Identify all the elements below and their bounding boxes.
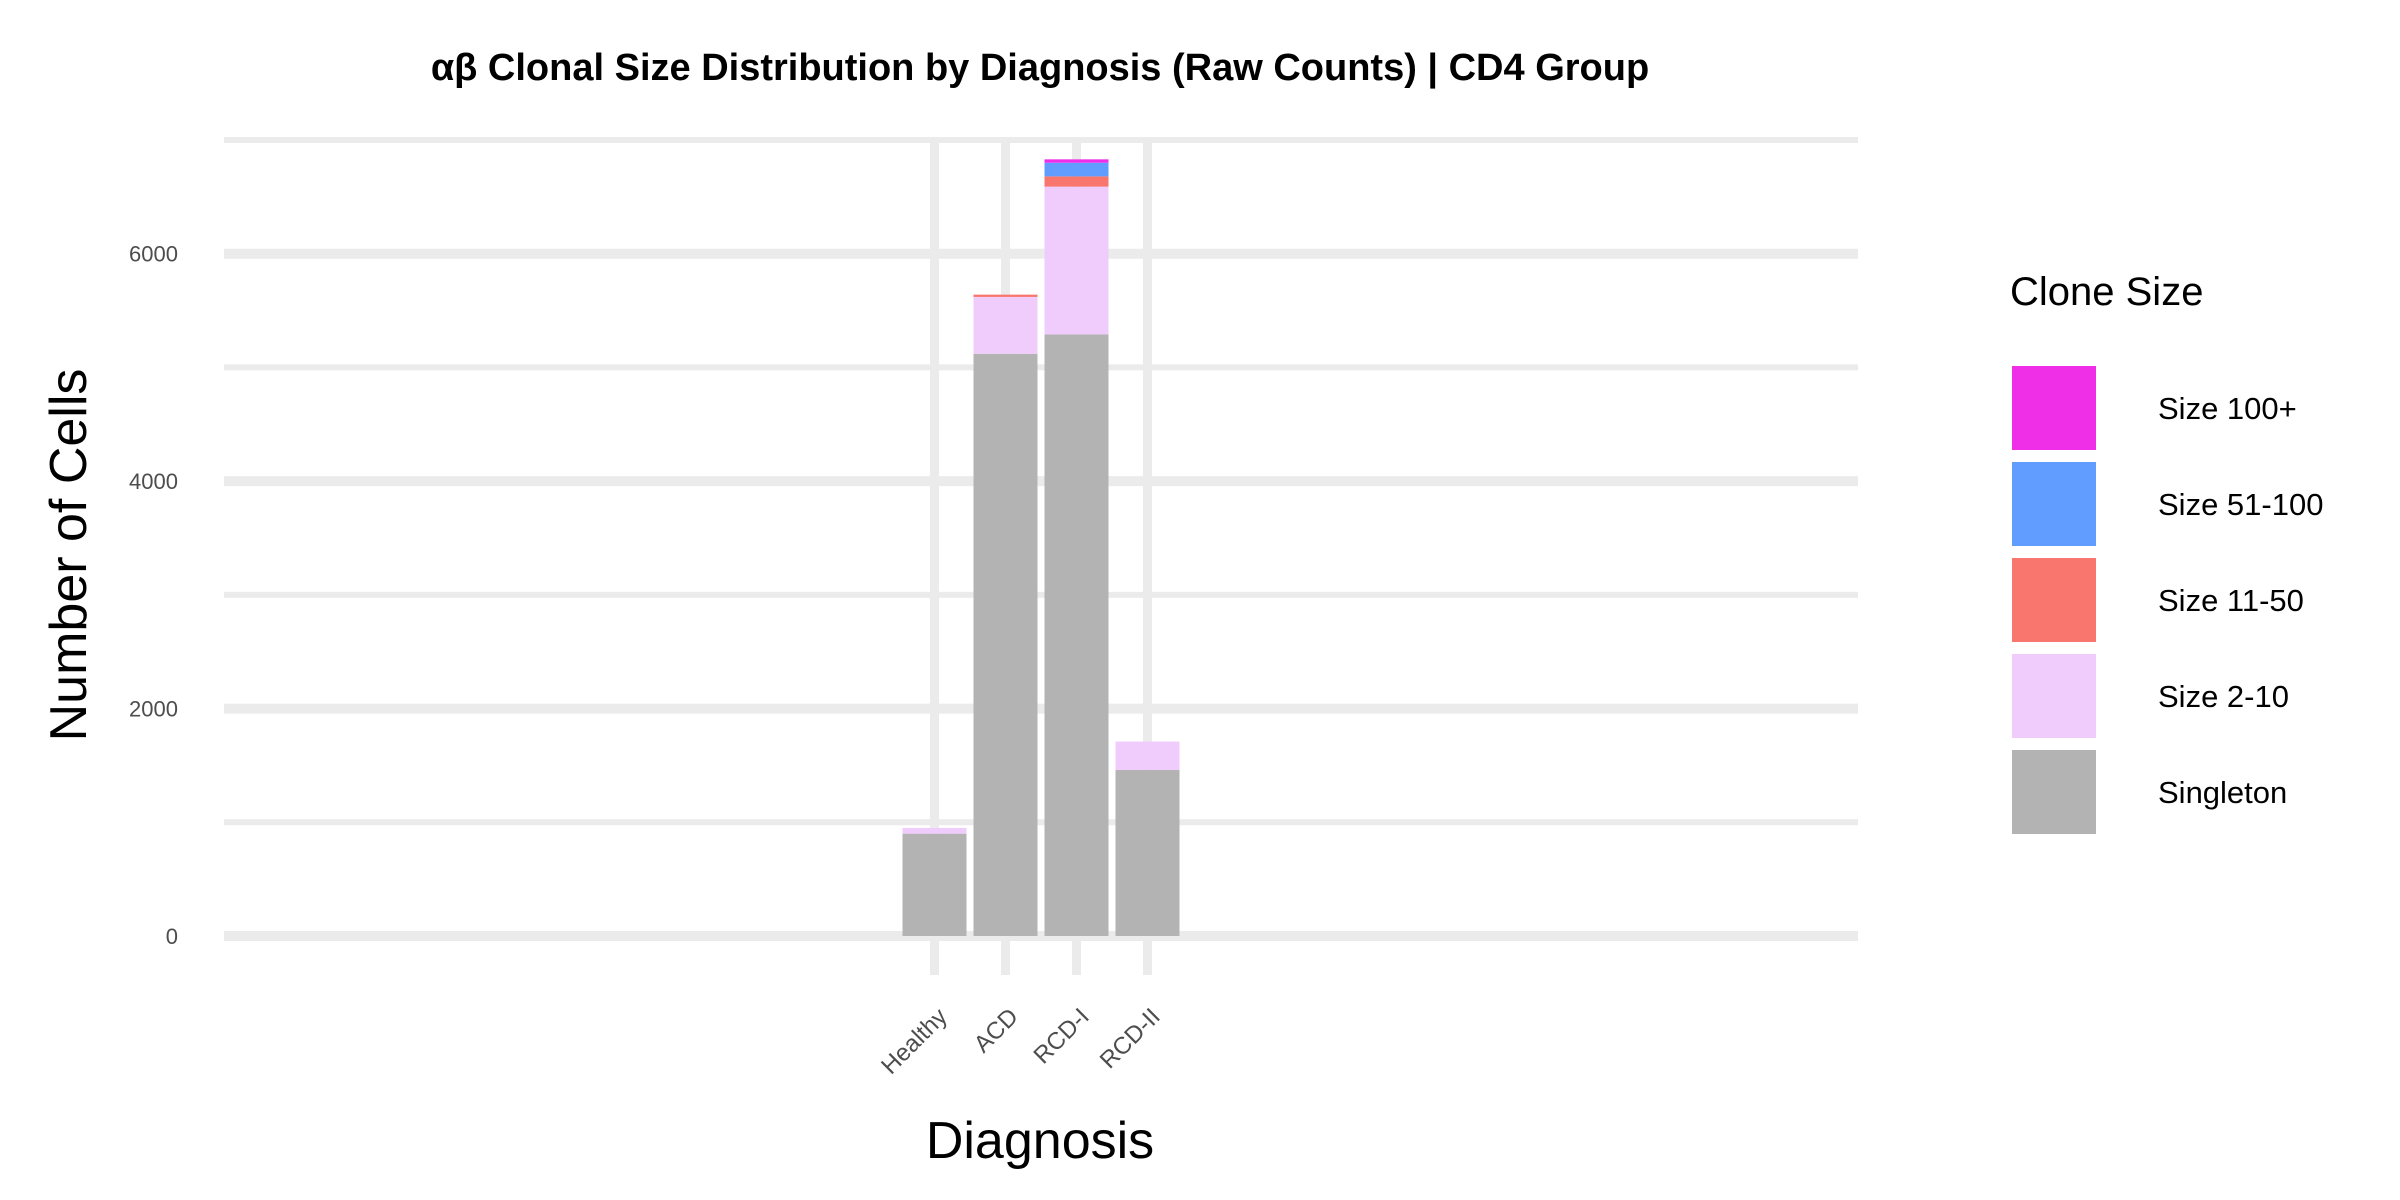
bar-segment-healthy-size-2-10: [902, 827, 967, 834]
legend-label: Size 11-50: [2158, 583, 2304, 618]
legend-label: Size 2-10: [2158, 679, 2289, 714]
x-tick-label: RCD-I: [1029, 1003, 1095, 1069]
bar-segment-rcd-ii-size-2-10: [1115, 741, 1180, 770]
bar-segment-acd-size-11-50: [973, 294, 1038, 297]
bar-segment-rcd-i-size-11-50: [1044, 176, 1109, 187]
legend-key-size-51-100: [2012, 462, 2096, 546]
bar-segment-acd-singleton: [973, 353, 1038, 937]
bar-segment-rcd-i-size-100-: [1044, 159, 1109, 163]
y-tick-label: 6000: [129, 242, 178, 267]
y-axis-ticks: 0 2000 4000 6000: [129, 242, 178, 949]
bars: [902, 159, 1180, 937]
legend-key-size-100-: [2012, 366, 2096, 450]
y-tick-label: 0: [166, 924, 178, 949]
x-tick-label: RCD-II: [1095, 1003, 1166, 1074]
bar-segment-rcd-ii-singleton: [1115, 769, 1180, 936]
y-tick-label: 4000: [129, 469, 178, 494]
legend: Clone Size Size 100+ Size 51-100 Size 11-5…: [2010, 270, 2323, 834]
y-axis-title: Number of Cells: [40, 369, 98, 742]
legend-title: Clone Size: [2010, 270, 2203, 314]
bar-segment-rcd-i-size-2-10: [1044, 186, 1109, 335]
bar-segment-rcd-i-singleton: [1044, 334, 1109, 936]
bar-segment-rcd-i-size-51-100: [1044, 162, 1109, 177]
legend-key-size-2-10: [2012, 654, 2096, 738]
legend-label: Size 51-100: [2158, 487, 2323, 522]
x-tick-label: Healthy: [876, 1003, 953, 1080]
y-tick-label: 2000: [129, 697, 178, 722]
legend-key-size-11-50: [2012, 558, 2096, 642]
legend-label: Size 100+: [2158, 391, 2297, 426]
x-tick-label: ACD: [969, 1003, 1024, 1058]
x-axis-title: Diagnosis: [926, 1112, 1154, 1170]
grid: [224, 137, 1858, 975]
legend-key-singleton: [2012, 750, 2096, 834]
bar-segment-healthy-singleton: [902, 833, 967, 936]
bar-segment-acd-size-2-10: [973, 296, 1038, 354]
x-axis-ticks: Healthy ACD RCD-I RCD-II: [876, 1003, 1166, 1080]
chart-title: αβ Clonal Size Distribution by Diagnosis…: [431, 47, 1649, 89]
legend-label: Singleton: [2158, 775, 2287, 810]
